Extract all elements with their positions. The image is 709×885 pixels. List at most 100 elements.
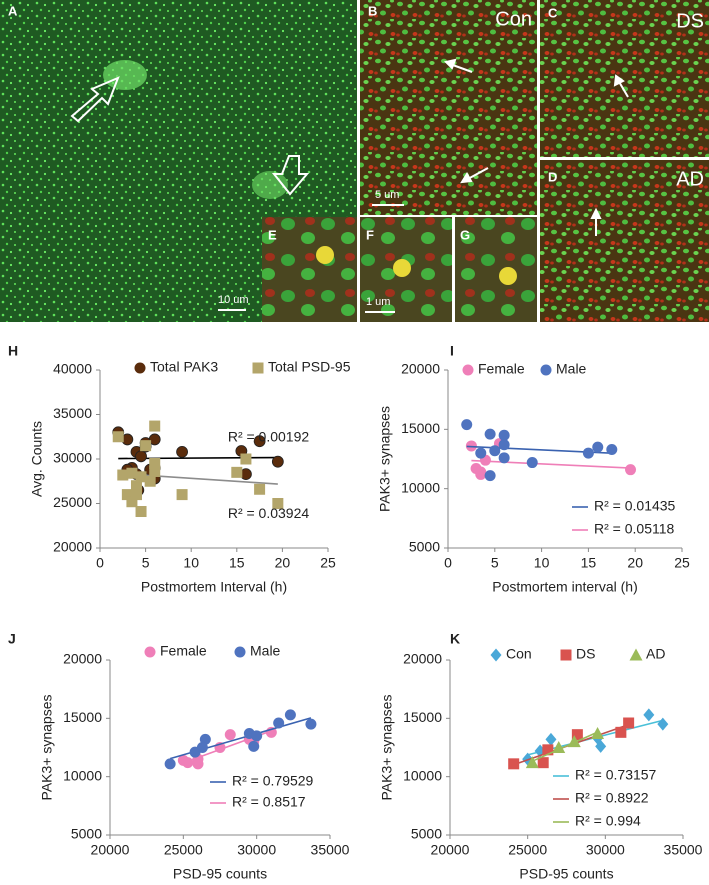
panel-label: A [8, 3, 18, 18]
marker [595, 739, 607, 753]
marker [176, 489, 188, 501]
marker [251, 730, 263, 742]
marker [606, 444, 618, 456]
trendline [532, 731, 598, 762]
panel-label: I [450, 343, 454, 359]
image-panels: A 10 um B Con 5 um C DS D AD E F 1 um G [0, 0, 709, 322]
x-tick-label: 10 [534, 555, 550, 571]
marker [537, 757, 549, 769]
legend-label: DS [576, 646, 595, 662]
y-axis-label: PAK3+ synapses [379, 695, 395, 801]
arrows [444, 58, 629, 236]
panel-label: F [366, 227, 374, 242]
y-tick-label: 15000 [63, 709, 102, 725]
fit-label: R² = 0.03924 [228, 505, 310, 521]
marker [461, 419, 473, 431]
marker [149, 465, 161, 477]
legend-label: Male [556, 361, 587, 377]
micrograph-d [540, 160, 709, 322]
scale-bar-label: 1 um [366, 296, 390, 308]
arrow [70, 76, 120, 123]
x-axis-label: PSD-95 counts [173, 866, 267, 880]
arrow [271, 155, 310, 196]
marker [176, 445, 188, 458]
marker [126, 467, 138, 479]
marker [498, 452, 510, 464]
y-axis-label: Avg. Counts [29, 421, 45, 497]
legend-marker [252, 362, 264, 374]
fit-label: R² = 0.73157 [575, 767, 657, 783]
fit-label: R² = 0.8517 [232, 794, 306, 810]
panel-label: C [548, 5, 558, 20]
marker [273, 717, 285, 729]
trendline [471, 459, 631, 469]
y-tick-label: 35000 [53, 405, 92, 421]
cell-body [252, 171, 288, 199]
marker [508, 758, 520, 770]
marker [130, 489, 142, 501]
legend-marker [462, 364, 474, 376]
x-tick-label: 30000 [586, 842, 625, 858]
panel-label: D [548, 169, 557, 184]
marker [149, 420, 161, 432]
marker [126, 496, 138, 508]
y-tick-label: 20000 [401, 361, 440, 377]
group-label: AD [676, 168, 704, 190]
marker [196, 742, 208, 753]
marker [484, 428, 496, 440]
fit-label: R² = 0.00192 [228, 428, 310, 444]
y-tick-label: 25000 [53, 494, 92, 510]
marker [182, 757, 194, 769]
x-axis-label: PSD-95 counts [519, 866, 613, 880]
y-axis-label: PAK3+ synapses [39, 695, 55, 801]
marker [149, 457, 161, 469]
panel-label: K [450, 631, 460, 647]
x-tick-label: 30000 [237, 842, 276, 858]
scale-bars [218, 204, 404, 313]
marker [254, 483, 266, 495]
marker [615, 726, 627, 738]
panel-label: E [268, 227, 277, 242]
marker [552, 741, 566, 753]
marker [224, 729, 236, 741]
marker [140, 440, 152, 452]
marker [545, 732, 557, 746]
marker [248, 740, 260, 752]
x-tick-label: 25 [674, 555, 690, 571]
legend-marker [134, 362, 146, 374]
micrograph-e [262, 217, 357, 322]
scale-bar-label: 10 um [218, 294, 249, 306]
marker [148, 433, 161, 446]
x-tick-label: 15 [229, 555, 245, 571]
marker [484, 470, 496, 482]
marker [135, 506, 147, 518]
marker [623, 717, 635, 729]
y-axis-label: PAK3+ synapses [377, 406, 393, 512]
y-tick-label: 30000 [53, 450, 92, 466]
marker [567, 735, 581, 748]
legend-marker [560, 649, 572, 661]
x-tick-label: 20 [275, 555, 291, 571]
marker [253, 435, 266, 448]
marker [121, 489, 133, 501]
y-tick-label: 5000 [411, 826, 442, 842]
scale-bar-label: 5 um [375, 189, 399, 201]
marker [135, 471, 147, 483]
panel-label: G [460, 227, 470, 242]
marker [592, 441, 604, 453]
legend-marker [490, 648, 502, 662]
fit-label: R² = 0.01435 [594, 498, 676, 514]
marker [305, 718, 317, 730]
fit-label: R² = 0.79529 [232, 773, 314, 789]
micrograph-g [455, 217, 537, 322]
x-tick-label: 25000 [508, 842, 547, 858]
panel-label: B [368, 3, 377, 18]
legend-label: Total PAK3 [150, 359, 218, 375]
x-tick-label: 25000 [164, 842, 203, 858]
puncta [316, 246, 334, 264]
marker [112, 431, 124, 443]
marker [284, 709, 296, 721]
x-axis-label: Postmortem Interval (h) [141, 579, 287, 595]
y-tick-label: 40000 [53, 361, 92, 377]
